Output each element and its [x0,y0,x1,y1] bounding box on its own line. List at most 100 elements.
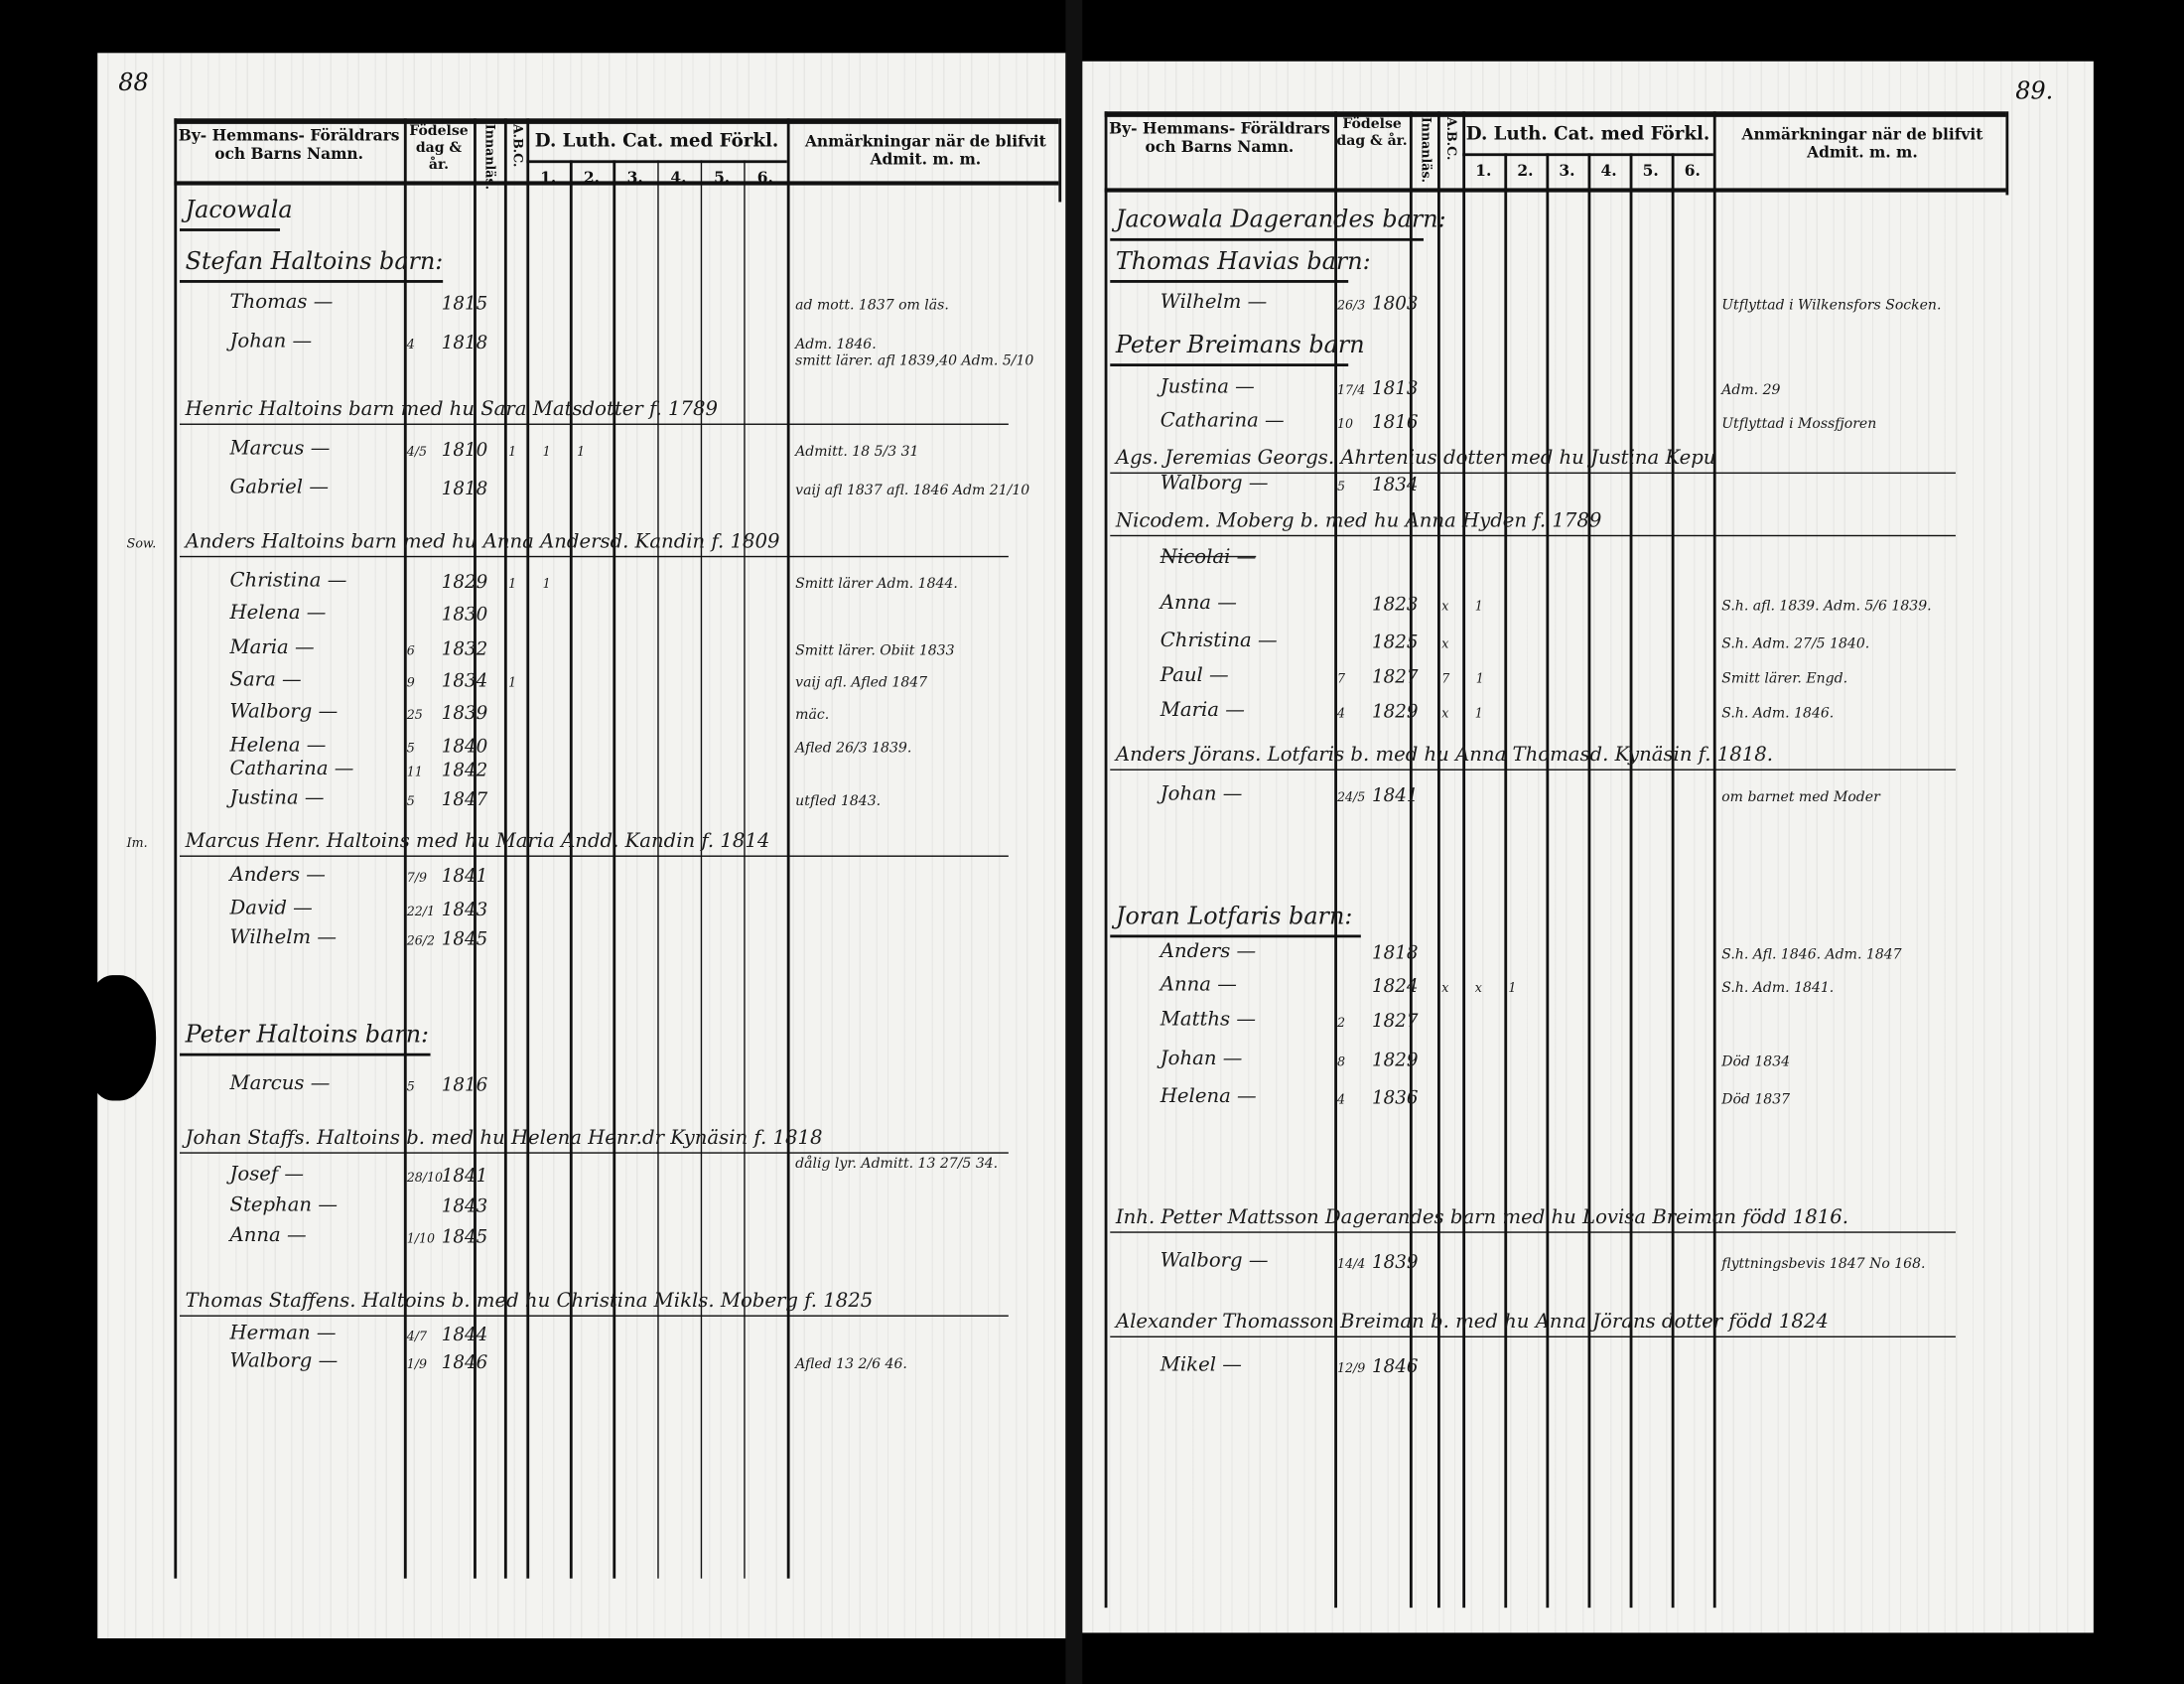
remark: mäc. [795,707,830,724]
birth-year: 1845 [441,1227,488,1249]
child-name: Gabriel — [229,476,329,499]
birth-day: 4 [1336,1093,1346,1108]
heading-underline [179,1052,431,1055]
heading-underline [179,423,1009,426]
birth-year: 1830 [441,604,488,626]
column-rule [1712,111,1716,1609]
catechism-header-rule [1462,153,1713,156]
birth-year: 1825 [1372,632,1419,654]
birth-year: 1829 [1372,702,1419,724]
child-name: Wilhelm — [229,926,338,949]
header-catechism-number: 4. [670,168,687,188]
child-name: Marcus — [229,437,331,461]
header-catechism-number: 6. [756,168,773,188]
catechism-subcolumn-rule [1546,153,1549,1609]
birth-year: 1841 [441,1166,488,1188]
child-name: Christina — [229,569,347,593]
header-catechism-number: 1. [1475,161,1492,180]
birth-day: 4/7 [406,1330,428,1344]
birth-year: 1844 [441,1325,488,1346]
child-name: Helena — [1160,1085,1257,1108]
catechism-subcolumn-rule [1504,153,1507,1609]
remark: S.h. Adm. 27/5 1840. [1721,636,1870,652]
remark: Adm. 1846. [795,337,877,352]
header-birth-column: Födelse dag & år. [409,123,469,173]
child-name: Wilhelm — [1160,291,1268,314]
child-name: Johan — [229,330,313,352]
child-name: Marcus — [229,1072,331,1095]
column-rule [474,118,477,1579]
remark: om barnet med Moder [1721,789,1880,805]
section-heading: Nicodem. Moberg b. med hu Anna Hyden f. … [1115,509,1602,532]
section-heading: Ags. Jeremias Georgs. Ahrtenius dotter m… [1115,447,1716,470]
header-catechism-number: 5. [714,168,731,188]
child-name: Anders — [229,863,326,887]
birth-day: 22/1 [406,906,436,920]
remark: vaij afl 1837 afl. 1846 Adm 21/10 [795,483,1030,499]
birth-year: 1834 [1372,475,1419,496]
header-abc-column: A.B.C. [509,123,524,168]
child-name: Thomas — [229,291,334,314]
catechism-subcolumn-rule [1587,153,1590,1609]
birth-day: 24/5 [1336,790,1366,805]
header-catechism-number: 2. [583,168,600,188]
child-name: Catharina — [1160,409,1285,432]
child-name: Helena — [229,734,327,757]
catechism-subcolumn-rule [656,160,659,1579]
remarks-right-rule [1058,118,1062,203]
remark: S.h. afl. 1839. Adm. 5/6 1839. [1721,599,1932,615]
child-name: Anders — [1160,940,1257,963]
page-number: 88 [118,70,149,98]
section-heading: Alexander Thomasson Breiman b. med hu An… [1115,1311,1829,1333]
birth-day: 1/10 [406,1232,436,1247]
section-heading: Thomas Staffens. Haltoins b. med hu Chri… [185,1290,874,1313]
remark: Afled 13 2/6 46. [795,1356,907,1373]
child-name: Matths — [1160,1008,1257,1032]
birth-year: 1843 [441,1196,488,1218]
birth-day: 8 [1336,1055,1346,1070]
catechism-header-rule [526,160,787,163]
heading-underline [1110,363,1349,366]
child-name: Mikel — [1160,1353,1242,1377]
heading-underline [1110,934,1361,937]
reading-marks: 7 1 [1441,672,1495,687]
remark: flyttningsbevis 1847 No 168. [1721,1256,1926,1273]
birth-year: 1816 [1372,412,1419,434]
column-rule [174,118,178,1579]
header-catechism-number: 2. [1517,161,1534,180]
birth-day: 5 [406,742,415,757]
column-rule [1462,111,1466,1609]
birth-year: 1815 [441,294,488,316]
column-rule [403,118,407,1579]
section-heading: Johan Staffs. Haltoins b. med hu Helena … [185,1127,823,1150]
remark: Smitt lärer. Engd. [1721,671,1848,687]
column-rule [503,118,507,1579]
section-heading: Thomas Havias barn: [1115,247,1371,276]
birth-day: 5 [1336,481,1346,495]
remark: Död 1837 [1721,1092,1791,1108]
catechism-subcolumn-rule [1629,153,1632,1609]
header-innanlas-column: Innanläs. [1418,116,1433,183]
birth-year: 1841 [1372,785,1419,807]
heading-underline [179,555,1009,558]
child-name: Anna — [1160,592,1237,615]
remark: S.h. Afl. 1846. Adm. 1847 [1721,947,1902,963]
remark: vaij afl. Afled 1847 [795,675,928,691]
section-heading: Jacowala Dagerandes barn: [1115,206,1446,234]
left-page: 88 By- Hemmans- Föräldrars och Barns Namn… [97,53,1066,1639]
column-rule [1436,111,1440,1609]
birth-year: 1840 [441,737,488,759]
child-name: Walborg — [1160,472,1269,495]
birth-year: 1847 [441,789,488,811]
header-catechism-number: 6. [1684,161,1701,180]
child-name: Stephan — [229,1193,338,1216]
section-heading: Marcus Henr. Haltoins med hu Maria Andd.… [185,830,770,853]
header-name-column: By- Hemmans- Föräldrars och Barns Namn. [178,126,400,164]
birth-year: 1829 [1372,1050,1419,1071]
header-catechism-number: 1. [540,168,557,188]
child-name: Helena — [229,602,327,625]
child-name: Justina — [1160,375,1255,399]
header-innanlas-column: Innanläs. [481,123,496,190]
birth-year: 1829 [441,572,488,594]
header-birth-column: Födelse dag & år. [1336,116,1408,150]
